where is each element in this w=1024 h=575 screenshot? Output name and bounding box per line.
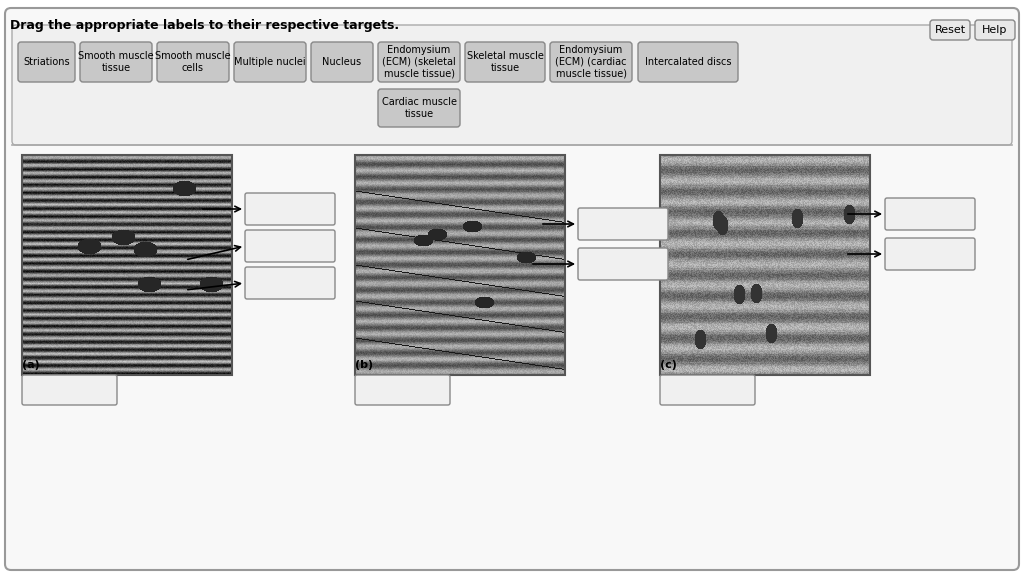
FancyBboxPatch shape: [18, 42, 75, 82]
FancyBboxPatch shape: [22, 375, 117, 405]
Text: Striations: Striations: [24, 57, 70, 67]
FancyBboxPatch shape: [245, 267, 335, 299]
Text: (c): (c): [660, 360, 677, 370]
FancyBboxPatch shape: [660, 375, 755, 405]
Text: Cardiac muscle
tissue: Cardiac muscle tissue: [382, 97, 457, 119]
FancyBboxPatch shape: [975, 20, 1015, 40]
Text: Smooth muscle
cells: Smooth muscle cells: [156, 51, 230, 73]
FancyBboxPatch shape: [311, 42, 373, 82]
FancyBboxPatch shape: [5, 8, 1019, 570]
FancyBboxPatch shape: [885, 238, 975, 270]
FancyBboxPatch shape: [578, 248, 668, 280]
Bar: [22, 155, 232, 375]
FancyBboxPatch shape: [234, 42, 306, 82]
FancyBboxPatch shape: [885, 198, 975, 230]
Bar: [355, 155, 565, 375]
Text: Skeletal muscle
tissue: Skeletal muscle tissue: [467, 51, 544, 73]
FancyBboxPatch shape: [80, 42, 152, 82]
Text: Multiple nuclei: Multiple nuclei: [234, 57, 306, 67]
Text: Endomysium
(ECM) (cardiac
muscle tissue): Endomysium (ECM) (cardiac muscle tissue): [555, 45, 627, 79]
Text: Reset: Reset: [935, 25, 966, 35]
FancyBboxPatch shape: [378, 42, 460, 82]
FancyBboxPatch shape: [578, 208, 668, 240]
Text: (b): (b): [355, 360, 373, 370]
FancyBboxPatch shape: [12, 25, 1012, 145]
FancyBboxPatch shape: [245, 193, 335, 225]
FancyBboxPatch shape: [355, 375, 450, 405]
Text: Help: Help: [982, 25, 1008, 35]
Text: Intercalated discs: Intercalated discs: [645, 57, 731, 67]
Text: Drag the appropriate labels to their respective targets.: Drag the appropriate labels to their res…: [10, 19, 399, 32]
FancyBboxPatch shape: [245, 230, 335, 262]
Text: Endomysium
(ECM) (skeletal
muscle tissue): Endomysium (ECM) (skeletal muscle tissue…: [382, 45, 456, 79]
FancyBboxPatch shape: [378, 89, 460, 127]
Text: Smooth muscle
tissue: Smooth muscle tissue: [78, 51, 154, 73]
FancyBboxPatch shape: [638, 42, 738, 82]
FancyBboxPatch shape: [465, 42, 545, 82]
FancyBboxPatch shape: [157, 42, 229, 82]
FancyBboxPatch shape: [930, 20, 970, 40]
Bar: [660, 155, 870, 375]
Text: (a): (a): [22, 360, 40, 370]
Text: Nucleus: Nucleus: [323, 57, 361, 67]
FancyBboxPatch shape: [550, 42, 632, 82]
